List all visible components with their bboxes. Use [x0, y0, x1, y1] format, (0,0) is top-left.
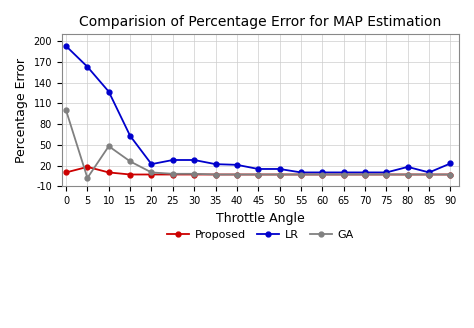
GA: [149, 171, 155, 174]
GA: [426, 173, 432, 176]
LR: [213, 162, 219, 166]
Proposed: [170, 173, 176, 176]
Line: GA: GA: [64, 108, 453, 180]
GA: [383, 173, 389, 176]
Proposed: [255, 173, 261, 176]
X-axis label: Throttle Angle: Throttle Angle: [216, 212, 305, 225]
GA: [362, 173, 368, 176]
LR: [298, 171, 304, 174]
LR: [149, 162, 155, 166]
GA: [255, 173, 261, 176]
GA: [128, 159, 133, 163]
GA: [277, 173, 283, 176]
Proposed: [383, 173, 389, 176]
GA: [298, 173, 304, 176]
Proposed: [128, 173, 133, 176]
Proposed: [277, 173, 283, 176]
Legend: Proposed, LR, GA: Proposed, LR, GA: [163, 226, 358, 244]
LR: [106, 90, 111, 93]
Proposed: [405, 173, 410, 176]
LR: [128, 134, 133, 138]
LR: [170, 158, 176, 162]
GA: [341, 173, 346, 176]
Proposed: [426, 173, 432, 176]
Proposed: [447, 173, 453, 176]
LR: [341, 171, 346, 174]
Proposed: [106, 171, 111, 174]
Proposed: [234, 173, 240, 176]
Proposed: [213, 173, 219, 176]
Proposed: [63, 171, 69, 174]
LR: [84, 65, 90, 69]
GA: [63, 108, 69, 112]
Proposed: [319, 173, 325, 176]
Proposed: [298, 173, 304, 176]
GA: [405, 173, 410, 176]
Line: LR: LR: [64, 44, 453, 175]
Proposed: [84, 165, 90, 169]
GA: [170, 172, 176, 176]
GA: [234, 173, 240, 176]
Proposed: [191, 173, 197, 176]
Title: Comparision of Percentage Error for MAP Estimation: Comparision of Percentage Error for MAP …: [79, 15, 441, 29]
LR: [63, 44, 69, 48]
LR: [234, 163, 240, 167]
LR: [319, 171, 325, 174]
GA: [447, 173, 453, 176]
GA: [84, 176, 90, 180]
LR: [426, 171, 432, 174]
Proposed: [149, 173, 155, 176]
LR: [255, 167, 261, 171]
Y-axis label: Percentage Error: Percentage Error: [15, 58, 28, 163]
LR: [191, 158, 197, 162]
GA: [106, 144, 111, 148]
Proposed: [362, 173, 368, 176]
GA: [319, 173, 325, 176]
LR: [405, 165, 410, 169]
Proposed: [341, 173, 346, 176]
GA: [213, 173, 219, 176]
LR: [383, 171, 389, 174]
LR: [277, 167, 283, 171]
Line: Proposed: Proposed: [64, 164, 453, 177]
LR: [447, 161, 453, 165]
LR: [362, 171, 368, 174]
GA: [191, 172, 197, 176]
